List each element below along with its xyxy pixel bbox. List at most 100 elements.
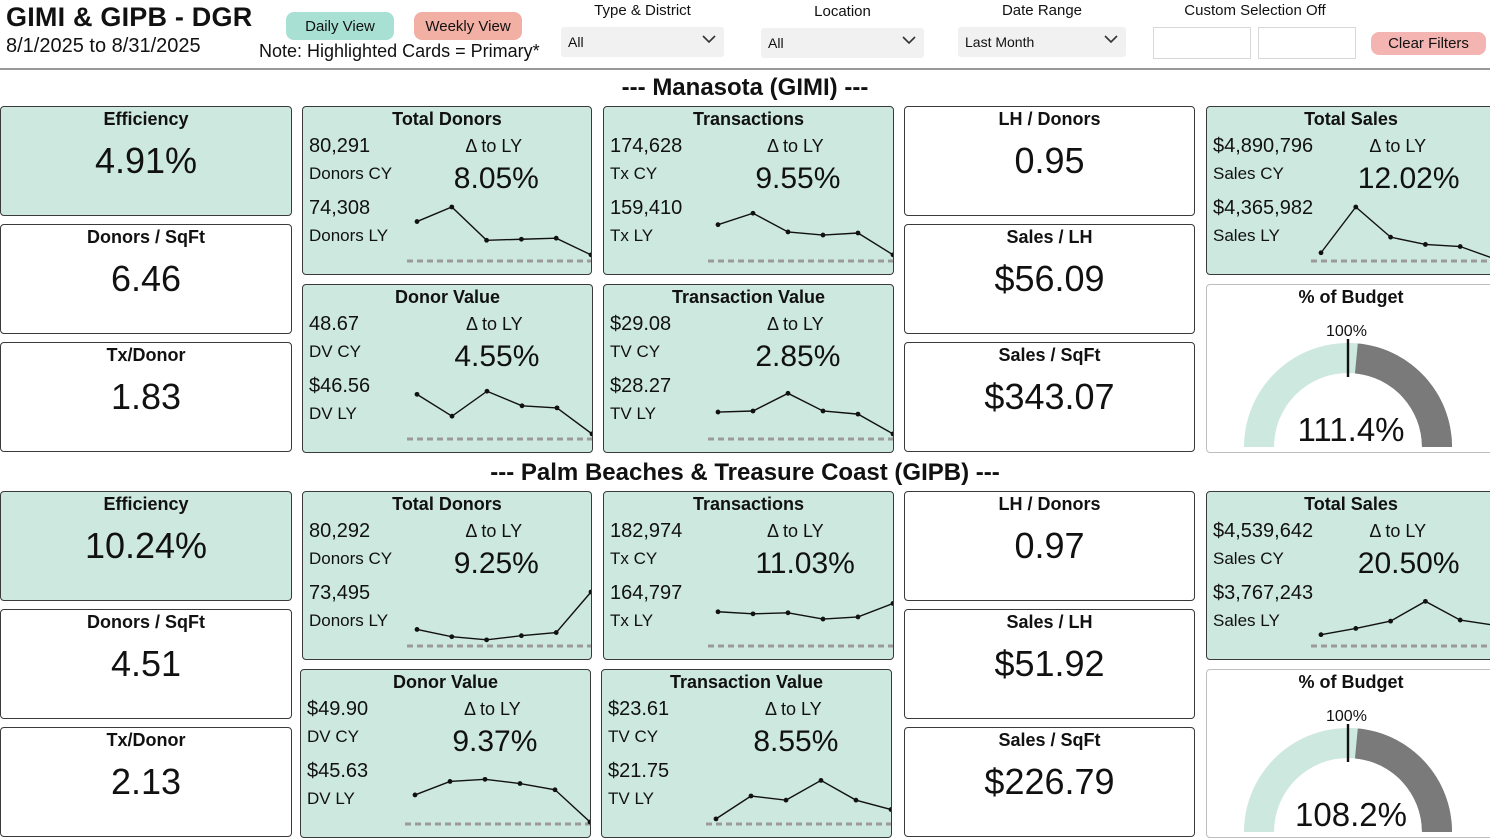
donors-per-sqft-card[interactable]: Donors / SqFt 6.46 <box>0 224 292 334</box>
clear-filters-button[interactable]: Clear Filters <box>1371 32 1486 55</box>
transaction-value-delta-value: 8.55% <box>753 725 839 758</box>
lh-per-donors-title: LH / Donors <box>998 494 1101 514</box>
budget-card[interactable]: % of Budget 100% 108.2% <box>1206 669 1490 838</box>
transactions-trend-point <box>890 601 893 606</box>
transactions-trend-point <box>715 222 721 228</box>
transaction-value-trend-point <box>820 408 826 414</box>
transaction-value-cy-label: TV CY <box>608 727 659 746</box>
section-title: --- Palm Beaches & Treasure Coast (GIPB)… <box>490 459 1000 486</box>
tx-per-donor-value: 2.13 <box>110 761 182 802</box>
total-sales-ly-label: Sales LY <box>1213 611 1280 630</box>
type-district-select[interactable]: All <box>561 27 724 57</box>
efficiency-card[interactable]: Efficiency 4.91% <box>0 106 292 216</box>
sales-per-sqft-card[interactable]: Sales / SqFt $343.07 <box>904 342 1195 452</box>
daily-view-button[interactable]: Daily View <box>286 12 394 40</box>
custom-start-input[interactable] <box>1153 27 1251 59</box>
donor-value-trend-point <box>587 819 590 825</box>
transaction-value-trend-point <box>785 390 791 396</box>
chevron-down-icon <box>902 36 916 45</box>
transactions-ly-label: Tx LY <box>610 611 654 630</box>
budget-gauge <box>1244 339 1452 447</box>
transactions-sparkline <box>708 210 893 263</box>
donor-value-delta-label: Δ to LY <box>463 699 521 719</box>
chevron-down-icon <box>1104 35 1118 44</box>
transactions-card[interactable]: Transactions 182,974 Tx CY 164,797 Tx LY Δ to… <box>603 491 894 660</box>
donor-value-ly-value: $45.63 <box>307 760 369 782</box>
total-donors-trend-point <box>484 237 489 243</box>
total-donors-ly-label: Donors LY <box>309 226 389 245</box>
donor-value-trend-point <box>412 792 418 798</box>
transaction-value-card[interactable]: Transaction Value $23.61 TV CY $21.75 TV LY Δ… <box>601 669 892 838</box>
donor-value-card[interactable]: Donor Value 48.67 DV CY $46.56 DV LY Δ to LY 4… <box>302 284 593 453</box>
transaction-value-trend-point <box>715 409 721 415</box>
transaction-value-ly-value: $28.27 <box>610 375 672 397</box>
transactions-trend-point <box>750 210 756 216</box>
total-sales-ly-label: Sales LY <box>1213 226 1280 245</box>
transaction-value-trend-point <box>748 793 754 799</box>
donor-value-cy-label: DV CY <box>307 727 359 746</box>
tx-per-donor-card[interactable]: Tx/Donor 2.13 <box>0 727 292 837</box>
donors-per-sqft-card[interactable]: Donors / SqFt 4.51 <box>0 609 292 719</box>
transaction-value-trend-point <box>750 408 756 414</box>
sales-per-sqft-card[interactable]: Sales / SqFt $226.79 <box>904 727 1195 837</box>
transaction-value-trend-line <box>717 392 893 435</box>
tx-per-donor-card[interactable]: Tx/Donor 1.83 <box>0 342 292 452</box>
lh-per-donors-card[interactable]: LH / Donors 0.95 <box>904 106 1195 216</box>
donor-value-trend-point <box>552 787 558 793</box>
total-donors-cy-label: Donors CY <box>309 549 393 568</box>
sales-per-lh-card[interactable]: Sales / LH $51.92 <box>904 609 1195 719</box>
total-donors-delta-label: Δ to LY <box>465 521 523 541</box>
total-sales-ly-value: $3,767,243 <box>1213 582 1314 604</box>
type-district-label: Type & District <box>594 2 691 19</box>
weekly-view-button[interactable]: Weekly View <box>414 12 522 40</box>
date-range-select[interactable]: Last Month <box>958 27 1126 57</box>
lh-per-donors-card[interactable]: LH / Donors 0.97 <box>904 491 1195 601</box>
location-select[interactable]: All <box>761 28 924 58</box>
donor-value-card[interactable]: Donor Value $49.90 DV CY $45.63 DV LY Δ to LY… <box>300 669 591 838</box>
total-donors-trend-point <box>553 630 559 635</box>
lh-per-donors-value: 0.97 <box>1014 525 1085 566</box>
budget-gauge-fill-top <box>1354 343 1452 447</box>
tx-per-donor-title: Tx/Donor <box>106 730 186 750</box>
transactions-ly-label: Tx LY <box>610 226 654 245</box>
sales-per-lh-card[interactable]: Sales / LH $56.09 <box>904 224 1195 334</box>
custom-selection-label: Custom Selection Off <box>1184 2 1326 19</box>
transactions-ly-value: 159,410 <box>610 197 683 219</box>
donor-value-trend-line <box>416 390 592 435</box>
transactions-delta-value: 9.55% <box>755 162 841 195</box>
custom-end-input[interactable] <box>1258 27 1356 59</box>
total-donors-delta-value: 9.25% <box>453 547 539 580</box>
total-sales-trend-point <box>1353 204 1359 210</box>
donors-per-sqft-title: Donors / SqFt <box>87 227 205 247</box>
budget-card[interactable]: % of Budget 100% 111.4% <box>1206 284 1490 453</box>
transactions-trend-point <box>820 232 826 238</box>
transactions-trend-point <box>855 614 861 620</box>
donor-value-title: Donor Value <box>394 287 501 307</box>
total-donors-cy-value: 80,291 <box>309 135 371 157</box>
sales-per-lh-value: $56.09 <box>994 258 1105 299</box>
total-sales-card[interactable]: Total Sales $4,890,796 Sales CY $4,365,982 S… <box>1206 106 1490 275</box>
total-donors-sparkline <box>407 204 591 263</box>
total-donors-sparkline <box>407 589 591 648</box>
total-sales-sparkline <box>1311 204 1490 263</box>
total-donors-trend-point <box>553 235 559 241</box>
transactions-sparkline <box>708 601 893 648</box>
efficiency-card[interactable]: Efficiency 10.24% <box>0 491 292 601</box>
budget-target-label: 100% <box>1326 708 1367 725</box>
donor-value-trend-point <box>554 405 560 411</box>
date-range-label: Date Range <box>1001 2 1083 19</box>
total-sales-ly-value: $4,365,982 <box>1213 197 1314 219</box>
transaction-value-trend-point <box>853 797 859 803</box>
transaction-value-card[interactable]: Transaction Value $29.08 TV CY $28.27 TV LY Δ… <box>603 284 894 453</box>
transactions-delta-label: Δ to LY <box>766 521 824 541</box>
transactions-title: Transactions <box>692 109 805 129</box>
total-sales-title: Total Sales <box>1304 494 1398 514</box>
donor-value-trend-point <box>484 388 490 394</box>
total-donors-card[interactable]: Total Donors 80,292 Donors CY 73,495 Donors … <box>302 491 592 660</box>
total-sales-cy-value: $4,539,642 <box>1213 520 1314 542</box>
transactions-card[interactable]: Transactions 174,628 Tx CY 159,410 Tx LY Δ to… <box>603 106 894 275</box>
total-donors-trend-line <box>416 206 591 256</box>
total-sales-card[interactable]: Total Sales $4,539,642 Sales CY $3,767,243 S… <box>1206 491 1490 660</box>
total-donors-card[interactable]: Total Donors 80,291 Donors CY 74,308 Donors … <box>302 106 592 275</box>
budget-value: 108.2% <box>1295 796 1407 833</box>
